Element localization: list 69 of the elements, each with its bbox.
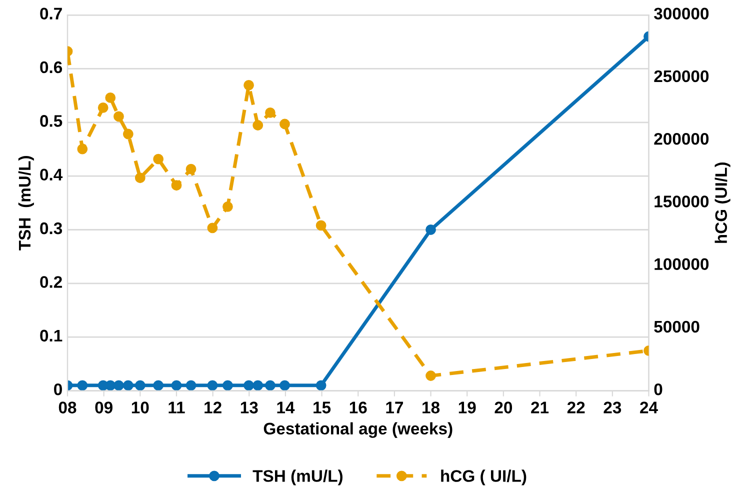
point [153,380,164,391]
y-tick-label: 0.2 [40,276,62,288]
point [244,80,254,90]
point [280,118,290,130]
y2-tick-label: 0 [654,383,662,396]
x-tick-label: 24 [640,402,658,414]
point [244,380,254,391]
x-tick-label: 08 [58,402,76,414]
y-tick-label: 0.5 [40,115,62,127]
y2-axis-title: hCG (UI/L) [714,162,730,243]
x-tick-label: 20 [494,402,512,414]
point [426,370,436,381]
y-tick-label: 0.3 [40,222,62,234]
point [114,380,124,391]
point [252,120,264,130]
legend-label: TSH (mU/L) [252,470,342,486]
x-axis-title: Gestational age (weeks) [264,422,452,438]
y2-tick-label: 300000 [654,8,709,20]
x-tick-label: 10 [132,402,149,414]
y2-tick-label: 50000 [654,320,700,333]
point [122,380,134,391]
point [265,380,276,391]
y-tick-label: 0.7 [40,8,62,20]
point [186,380,196,391]
x-tick-label: 16 [350,402,367,414]
point [222,380,233,391]
y2-tick-label: 200000 [654,132,709,145]
x-tick-label: 09 [95,402,112,414]
x-tick-label: 13 [240,402,258,414]
x-tick-label: 17 [386,402,403,414]
point [134,380,146,391]
y2-tick-label: 100000 [654,258,709,270]
x-tick-label: 21 [531,402,549,414]
point [171,380,182,391]
legend-label: hCG ( UI/L) [441,470,526,486]
x-tick-label: 22 [567,402,585,414]
point [252,380,264,391]
x-tick-label: 14 [277,402,295,414]
y-tick-label: 0.1 [40,330,62,342]
point [122,128,134,140]
y-axis-title: TSH (mU/L) [18,156,34,250]
point [77,380,88,391]
point [265,108,276,118]
point [222,201,233,212]
x-tick-label: 19 [458,402,476,414]
point [426,224,436,235]
x-tick-label: 11 [168,402,185,414]
point [207,222,218,234]
y-tick-label: 0 [54,383,62,396]
y2-tick-label: 250000 [654,70,709,82]
y-tick-label: 0.6 [40,61,62,74]
point [207,380,218,391]
point [77,144,88,154]
point [105,92,116,103]
point [98,102,108,113]
point [316,380,326,391]
x-tick-label: 23 [604,402,622,414]
point [114,111,124,122]
point [171,180,182,191]
point [316,220,326,231]
x-tick-label: 18 [422,402,440,414]
y-tick-label: 0.4 [40,168,63,181]
y2-tick-label: 150000 [654,196,709,208]
x-tick-label: 12 [204,402,222,414]
point [134,172,146,184]
point [186,164,196,174]
point [280,380,290,391]
x-tick-label: 15 [314,402,331,414]
point [153,154,164,164]
